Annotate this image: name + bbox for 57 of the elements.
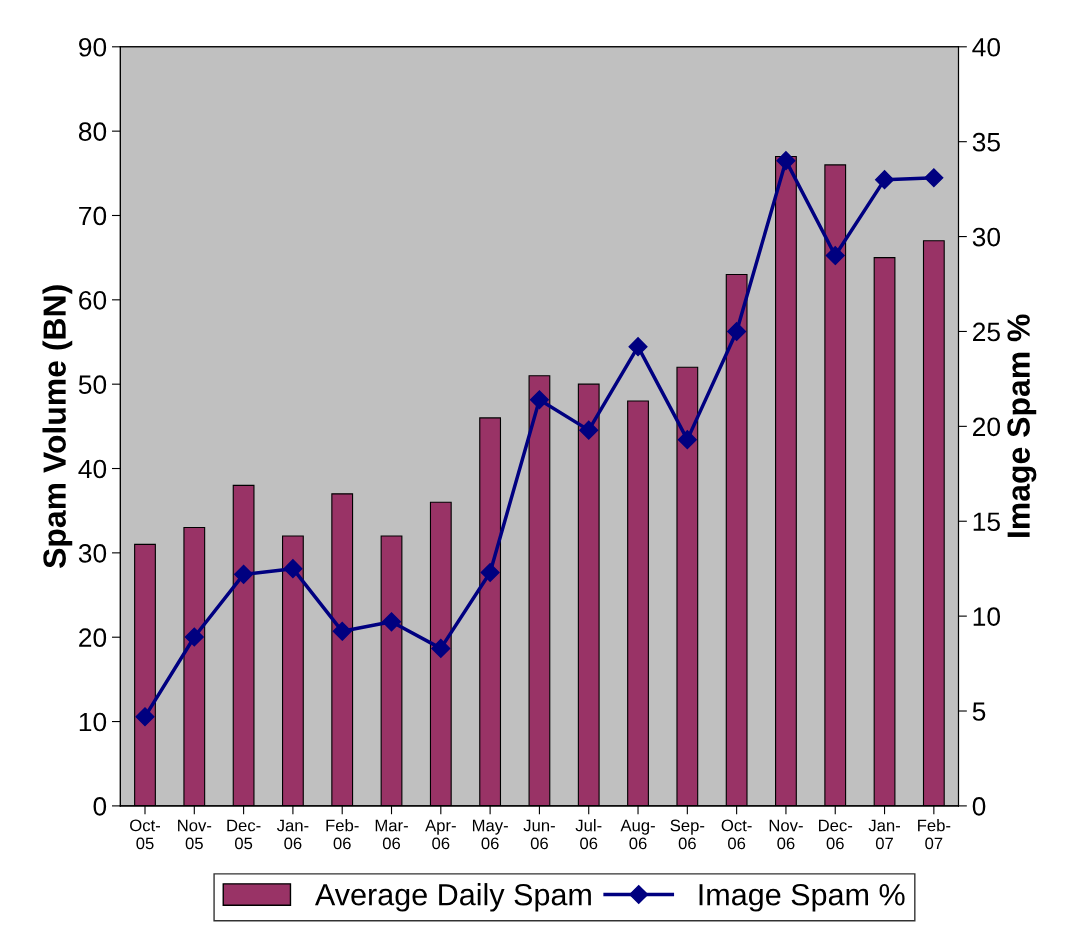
x-tick-label: May-06 [472, 819, 508, 850]
point [332, 621, 352, 641]
y-tick-label: 10 [79, 712, 107, 732]
y2-tick-label: 30 [972, 227, 1001, 247]
x-tick-label: Mar-06 [375, 819, 408, 850]
y-axis-title: Spam Volume (BN) [42, 285, 73, 569]
x-tick-label: Oct-05 [130, 819, 160, 850]
point [825, 246, 845, 266]
y-tick-label: 40 [78, 459, 107, 479]
point [184, 627, 204, 647]
y-tick-label: 30 [78, 544, 107, 563]
x-tick-label: Nov-05 [178, 819, 212, 850]
point [727, 321, 747, 341]
y-tick-label: 60 [79, 290, 107, 310]
y-tick-label: 90 [79, 37, 107, 57]
x-tick-label: Sep-06 [670, 819, 705, 850]
y2-axis-title: Image Spam % [1007, 314, 1037, 537]
point [677, 430, 697, 450]
x-tick-label: Feb-07 [918, 819, 951, 850]
y2-tick-label: 25 [973, 322, 1000, 342]
x-tick-label: Jan-07 [868, 819, 901, 850]
point [628, 337, 648, 357]
y2-tick-label: 40 [972, 37, 1001, 57]
x-tick-label: Nov-06 [769, 819, 803, 850]
y2-tick-label: 15 [973, 512, 1000, 532]
y-tick-label: 50 [78, 375, 107, 394]
point [776, 151, 796, 171]
point [579, 420, 599, 440]
x-tick-label: Apr-06 [425, 819, 456, 850]
y2-tick-label: 35 [972, 132, 1000, 152]
y-tick-label: 70 [79, 206, 107, 226]
point [135, 707, 155, 727]
point [529, 390, 549, 410]
point [283, 559, 303, 579]
y2-tick-label: 5 [972, 702, 986, 721]
point [875, 170, 895, 190]
y-tick-label: 0 [93, 797, 107, 816]
y2-tick-label: 20 [973, 417, 1001, 437]
y-tick-label: 20 [79, 628, 107, 648]
x-tick-label: Dec-05 [227, 819, 261, 850]
x-tick-label: Jun-06 [523, 819, 555, 850]
point [924, 168, 944, 188]
point [480, 562, 500, 583]
point [431, 638, 451, 658]
legend-label: Image Spam % [699, 883, 905, 912]
point [381, 612, 402, 632]
y2-tick-label: 10 [973, 607, 1001, 626]
x-tick-label: Jan-06 [276, 819, 309, 850]
x-tick-label: Jul-06 [575, 819, 602, 850]
y-tick-label: 80 [78, 122, 107, 141]
y2-tick-label: 0 [972, 797, 986, 816]
legend-label: Average Daily Spam [314, 883, 591, 912]
x-tick-label: Feb-06 [326, 819, 359, 850]
point [234, 564, 254, 584]
x-tick-label: Aug-06 [620, 819, 655, 850]
x-tick-label: Oct-06 [721, 819, 752, 850]
x-tick-label: Dec-06 [819, 819, 853, 850]
